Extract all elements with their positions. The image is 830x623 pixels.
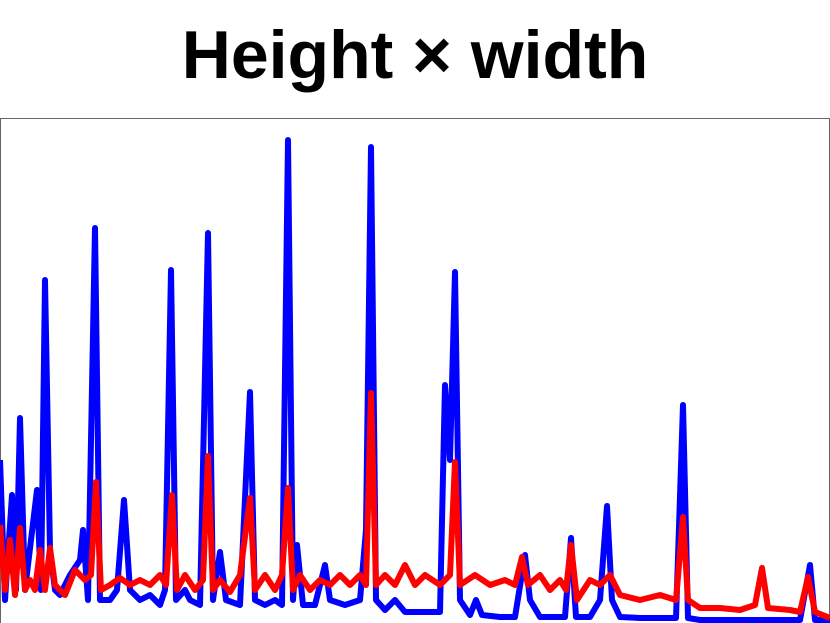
series-line <box>0 390 830 621</box>
series-line <box>0 137 830 623</box>
plot-area <box>0 137 830 623</box>
chart-title: Height × width <box>182 17 649 93</box>
